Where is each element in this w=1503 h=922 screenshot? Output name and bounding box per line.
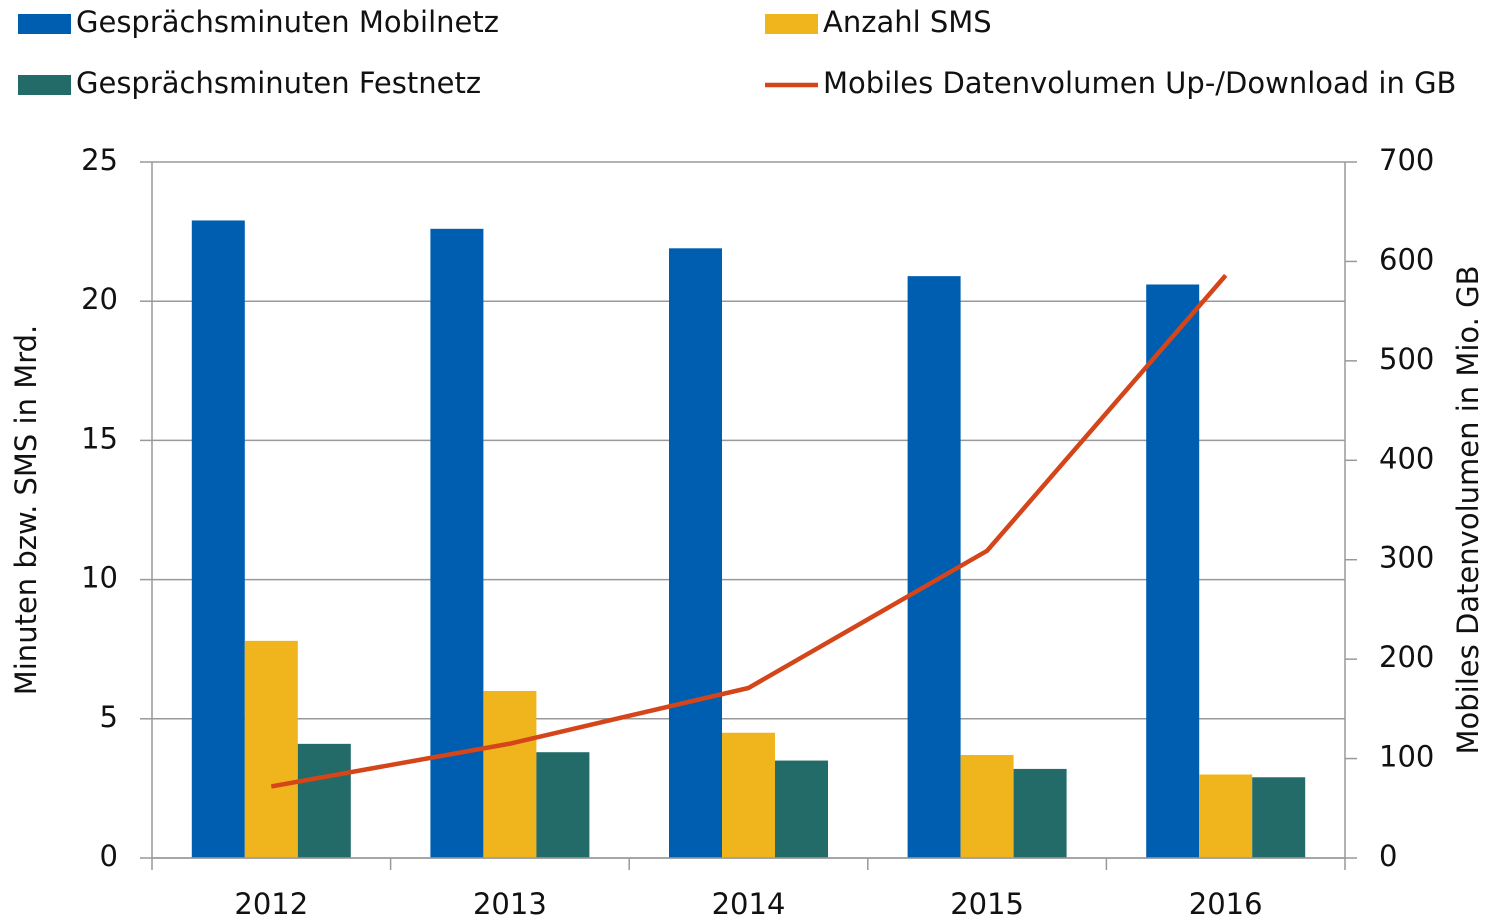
y2-tick-label: 500	[1379, 342, 1434, 376]
bar	[960, 754, 1014, 858]
bar	[430, 228, 484, 859]
bar	[1252, 777, 1306, 858]
y-tick-label: 10	[81, 561, 118, 595]
bar	[722, 732, 775, 858]
y-tick-label: 15	[81, 421, 118, 455]
bar	[907, 276, 961, 858]
bar	[1146, 284, 1200, 859]
bar	[1199, 774, 1253, 858]
legend-label: Gesprächsminuten Festnetz	[76, 66, 481, 100]
y2-tick-label: 300	[1379, 541, 1434, 575]
y-tick-label: 20	[81, 282, 118, 316]
bar	[775, 760, 828, 858]
bar	[297, 743, 351, 858]
legend-swatch	[18, 75, 71, 95]
y-axis-label: Minuten bzw. SMS in Mrd.	[9, 325, 43, 696]
bar	[536, 752, 590, 858]
x-tick-label: 2014	[712, 887, 786, 921]
y-tick-label: 5	[100, 700, 118, 734]
y2-tick-label: 400	[1379, 441, 1434, 475]
legend-swatch	[765, 14, 818, 34]
y2-tick-label: 100	[1379, 740, 1434, 774]
bar	[1013, 768, 1067, 858]
y2-tick-label: 600	[1379, 242, 1434, 276]
y2-axis-label: Mobiles Datenvolumen in Mio. GB	[1451, 266, 1485, 755]
legend-label: Gesprächsminuten Mobilnetz	[76, 5, 499, 39]
y-tick-label: 0	[100, 839, 118, 873]
bar	[483, 690, 537, 858]
y2-tick-label: 700	[1379, 143, 1434, 177]
y2-tick-label: 200	[1379, 640, 1434, 674]
bar	[191, 220, 245, 859]
line	[270, 273, 1228, 789]
y-tick-label: 25	[81, 143, 118, 177]
legend-label: Mobiles Datenvolumen Up-/Download in GB	[823, 66, 1456, 100]
x-tick-label: 2012	[234, 887, 308, 921]
y2-tick-label: 0	[1379, 839, 1397, 873]
bar	[244, 640, 298, 858]
legend-label: Anzahl SMS	[823, 5, 992, 39]
x-tick-label: 2016	[1189, 887, 1263, 921]
bar	[669, 248, 722, 858]
x-tick-label: 2013	[473, 887, 547, 921]
x-tick-label: 2015	[950, 887, 1024, 921]
legend-swatch	[18, 14, 71, 34]
